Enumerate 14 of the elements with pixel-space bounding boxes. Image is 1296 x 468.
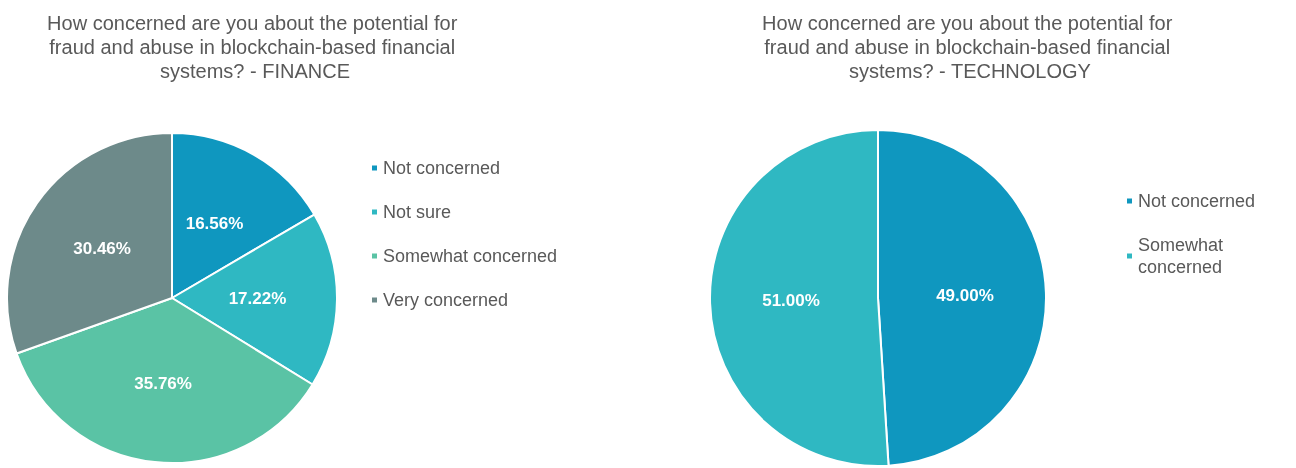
legend-label: Somewhat concerned bbox=[1138, 235, 1229, 277]
data-label: 51.00% bbox=[762, 291, 820, 311]
data-label: 35.76% bbox=[134, 373, 192, 393]
chart-title: How concerned are you about the potential for fraud and abuse in blockchain-based financial systems? - TECHNOLOGY bbox=[762, 12, 1178, 82]
chart-title: How concerned are you about the potential for fraud and abuse in blockchain-based financial systems? - FINANCE bbox=[47, 12, 463, 82]
data-label: 16.56% bbox=[185, 214, 244, 234]
legend-label: Not concerned bbox=[1138, 191, 1256, 211]
data-label: 30.46% bbox=[73, 239, 131, 259]
legend-label: Not concerned bbox=[383, 158, 501, 178]
legend-label: Very concerned bbox=[383, 290, 509, 310]
data-label: 17.22% bbox=[228, 289, 287, 309]
legend-label: Somewhat concerned bbox=[383, 246, 558, 266]
legend-label: Not sure bbox=[383, 202, 452, 222]
data-label: 49.00% bbox=[936, 285, 994, 305]
